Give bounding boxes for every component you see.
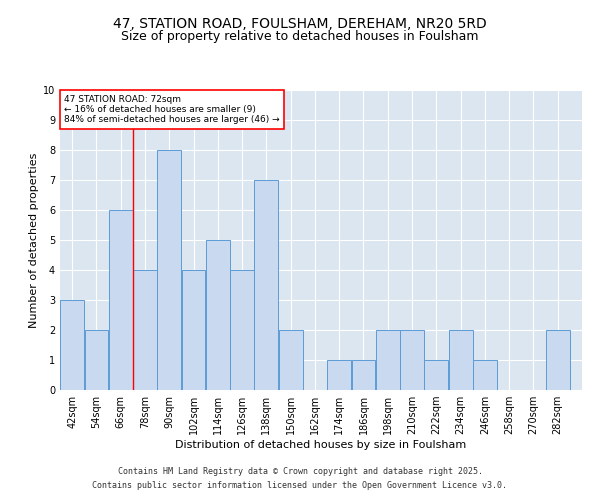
Bar [254,180,278,390]
Text: 47 STATION ROAD: 72sqm
← 16% of detached houses are smaller (9)
84% of semi-deta: 47 STATION ROAD: 72sqm ← 16% of detached… [64,94,280,124]
Bar [279,330,302,390]
Bar [376,330,400,390]
Bar [157,150,181,390]
Bar [85,330,109,390]
Bar [424,360,448,390]
Text: Contains public sector information licensed under the Open Government Licence v3: Contains public sector information licen… [92,481,508,490]
Bar [352,360,376,390]
X-axis label: Distribution of detached houses by size in Foulsham: Distribution of detached houses by size … [175,440,467,450]
Bar [230,270,254,390]
Text: Size of property relative to detached houses in Foulsham: Size of property relative to detached ho… [121,30,479,43]
Bar [546,330,569,390]
Bar [109,210,133,390]
Bar [328,360,351,390]
Text: 47, STATION ROAD, FOULSHAM, DEREHAM, NR20 5RD: 47, STATION ROAD, FOULSHAM, DEREHAM, NR2… [113,18,487,32]
Bar [473,360,497,390]
Bar [60,300,84,390]
Bar [182,270,205,390]
Bar [400,330,424,390]
Bar [206,240,230,390]
Y-axis label: Number of detached properties: Number of detached properties [29,152,39,328]
Text: Contains HM Land Registry data © Crown copyright and database right 2025.: Contains HM Land Registry data © Crown c… [118,467,482,476]
Bar [449,330,473,390]
Bar [133,270,157,390]
